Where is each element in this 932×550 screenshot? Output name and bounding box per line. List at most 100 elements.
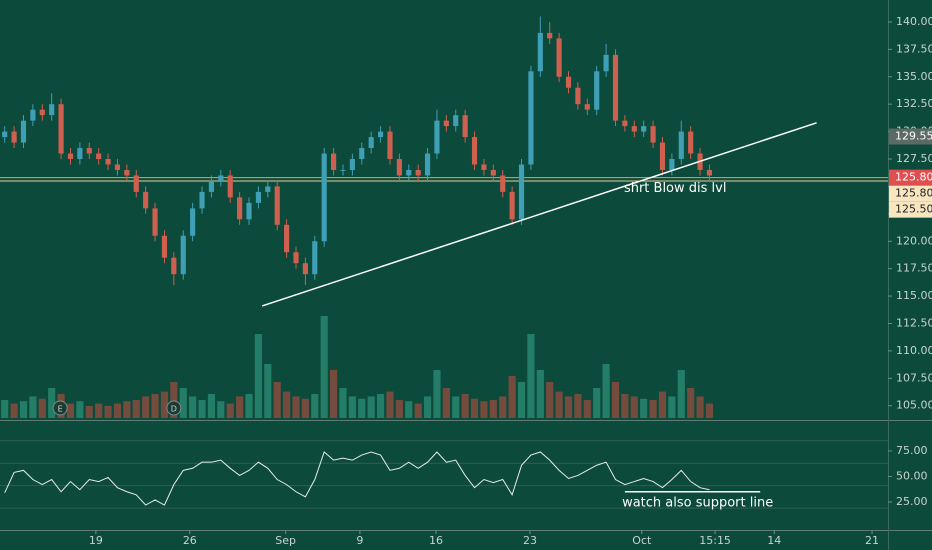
candle-body	[30, 109, 36, 121]
candle-body	[77, 148, 83, 160]
volume-bar	[132, 400, 140, 418]
candle-body	[105, 159, 111, 165]
candle-body	[161, 235, 168, 258]
candle-body	[424, 153, 431, 176]
volume-bar	[499, 396, 507, 418]
candle-body	[594, 71, 600, 110]
rsi-line	[4, 451, 710, 506]
y-tick-label: 127.50	[896, 152, 932, 165]
candle-body	[443, 120, 449, 127]
volume-bar	[217, 401, 225, 418]
candle-body	[650, 126, 656, 143]
candle-body	[471, 137, 478, 165]
candle-body	[255, 191, 261, 203]
volume-bar	[236, 396, 244, 418]
volume-bar	[179, 388, 187, 418]
candle-body	[2, 131, 8, 138]
candle-body	[603, 54, 609, 72]
candle-body	[547, 32, 553, 39]
volume-bar	[555, 391, 563, 418]
candle-body	[114, 164, 121, 170]
candle-body	[20, 120, 27, 143]
candle-body	[265, 186, 271, 192]
volume-bar	[696, 396, 704, 418]
y-tick-label: 140.00	[896, 15, 932, 28]
volume-bar	[320, 316, 328, 418]
volume-bar	[593, 388, 601, 418]
candle-body	[208, 180, 215, 192]
volume-bar	[470, 398, 479, 418]
candle-body	[565, 76, 572, 88]
trendline	[261, 122, 817, 307]
volume-bar	[311, 394, 319, 418]
price-label: 125.50	[895, 203, 932, 216]
volume-bar	[226, 403, 234, 418]
volume-bar	[461, 394, 469, 418]
y-tick-label: 137.50	[896, 42, 932, 55]
annotation: watch also support line	[622, 495, 773, 510]
candle-body	[284, 224, 290, 253]
volume-bar	[423, 396, 432, 418]
price-label: 125.80	[895, 187, 932, 200]
y-tick-label: 135.00	[896, 70, 932, 83]
volume-bar	[376, 394, 385, 418]
volume-bar	[29, 396, 37, 418]
volume-bar	[527, 334, 535, 418]
event-marker	[52, 400, 68, 416]
volume-bar	[630, 396, 638, 418]
volume-bar	[583, 400, 591, 418]
x-tick-label: Sep	[275, 534, 296, 547]
candle-body	[180, 235, 186, 275]
candle-body	[171, 257, 177, 275]
candle-body	[481, 164, 487, 170]
volume-bar	[649, 400, 657, 418]
candle-body	[528, 71, 534, 165]
x-tick-label: 15:15	[699, 534, 731, 547]
volume-bar	[564, 396, 573, 418]
price-label-box	[889, 128, 932, 145]
candle-body	[368, 137, 374, 149]
candle-body	[302, 263, 308, 275]
candle-body	[86, 148, 92, 154]
x-tick-label: 14	[767, 534, 781, 547]
volume-bar	[301, 398, 309, 418]
price-label: 125.80	[895, 171, 932, 184]
candle-body	[67, 153, 74, 160]
y-tick-label: 50.00	[896, 469, 928, 482]
candle-body	[537, 32, 543, 72]
price-label-box	[889, 185, 932, 202]
candle-body	[321, 153, 327, 242]
event-label: E	[58, 405, 63, 414]
x-tick-label: 19	[89, 534, 103, 547]
candle-body	[340, 169, 346, 171]
candle-body	[678, 131, 684, 160]
candle-body	[312, 241, 318, 275]
volume-bar	[348, 396, 356, 418]
candle-body	[237, 197, 243, 220]
volume-bar	[292, 396, 300, 418]
candle-body	[434, 120, 440, 154]
volume-bar	[273, 382, 281, 418]
candle-body	[133, 175, 139, 192]
volume-bar	[170, 382, 178, 418]
volume-bar	[405, 401, 413, 418]
volume-bar	[705, 403, 714, 418]
y-tick-label: 107.50	[896, 371, 932, 384]
candle-body	[124, 169, 130, 176]
volume-bar	[254, 334, 262, 418]
volume-bar	[207, 394, 216, 418]
candle-body	[11, 131, 17, 143]
volume-bar	[386, 391, 394, 418]
volume-bar	[104, 406, 112, 418]
candle-body	[631, 126, 637, 132]
volume-bar	[574, 394, 582, 418]
candle-body	[509, 191, 515, 220]
y-tick-label: 25.00	[896, 495, 928, 508]
candle-body	[453, 115, 459, 127]
volume-bar	[198, 400, 206, 418]
candle-body	[227, 175, 233, 198]
candle-body	[96, 153, 102, 160]
volume-bar	[536, 370, 544, 418]
volume-bar	[621, 394, 629, 418]
